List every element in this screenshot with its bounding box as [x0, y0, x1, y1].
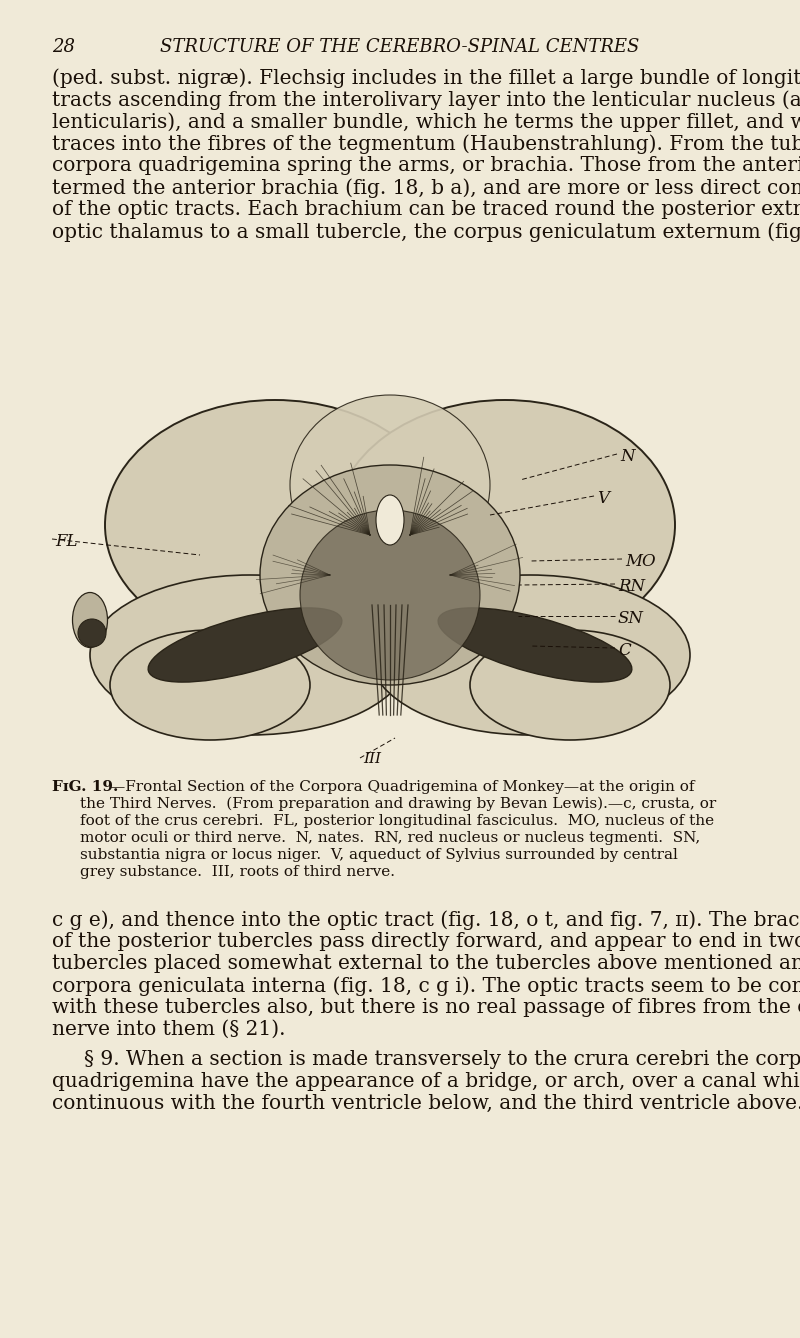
Text: nerve into them (§ 21).: nerve into them (§ 21). [52, 1020, 286, 1040]
Text: grey substance.  III, roots of third nerve.: grey substance. III, roots of third nerv… [80, 864, 395, 879]
Text: quadrigemina have the appearance of a bridge, or arch, over a canal which is: quadrigemina have the appearance of a br… [52, 1072, 800, 1090]
Ellipse shape [73, 593, 107, 648]
Text: FɪG. 19.: FɪG. 19. [52, 780, 118, 793]
Ellipse shape [105, 400, 445, 650]
Text: V: V [597, 490, 609, 507]
Ellipse shape [370, 575, 690, 735]
Text: N: N [620, 448, 634, 466]
Text: III: III [363, 752, 381, 765]
Ellipse shape [300, 510, 480, 680]
Text: continuous with the fourth ventricle below, and the third ventricle above. This: continuous with the fourth ventricle bel… [52, 1094, 800, 1113]
Text: substantia nigra or locus niger.  V, aqueduct of Sylvius surrounded by central: substantia nigra or locus niger. V, aque… [80, 848, 678, 862]
Text: FL: FL [55, 533, 78, 550]
Text: SN: SN [618, 610, 644, 628]
Ellipse shape [148, 607, 342, 682]
Text: RN: RN [618, 578, 645, 595]
Text: corpora geniculata interna (fig. 18, c g i). The optic tracts seem to be connect: corpora geniculata interna (fig. 18, c g… [52, 975, 800, 995]
Text: optic thalamus to a small tubercle, the corpus geniculatum externum (fig. 18,: optic thalamus to a small tubercle, the … [52, 222, 800, 242]
Text: the Third Nerves.  (From preparation and drawing by Bevan Lewis).—c, crusta, or: the Third Nerves. (From preparation and … [80, 797, 716, 811]
Ellipse shape [90, 575, 410, 735]
Text: motor oculi or third nerve.  N, nates.  RN, red nucleus or nucleus tegmenti.  SN: motor oculi or third nerve. N, nates. RN… [80, 831, 700, 846]
Text: traces into the fibres of the tegmentum (Haubenstrahlung). From the tubercles of: traces into the fibres of the tegmentum … [52, 134, 800, 154]
Text: tubercles placed somewhat external to the tubercles above mentioned and termed t: tubercles placed somewhat external to th… [52, 954, 800, 973]
Text: foot of the crus cerebri.  FL, posterior longitudinal fasciculus.  MO, nucleus o: foot of the crus cerebri. FL, posterior … [80, 814, 714, 828]
Text: C: C [618, 642, 630, 660]
Ellipse shape [376, 495, 404, 545]
Text: of the optic tracts. Each brachium can be traced round the posterior extremity o: of the optic tracts. Each brachium can b… [52, 199, 800, 219]
Ellipse shape [110, 630, 310, 740]
Ellipse shape [335, 400, 675, 650]
Ellipse shape [438, 607, 632, 682]
Text: termed the anterior brachia (fig. 18, b a), and are more or less direct continua: termed the anterior brachia (fig. 18, b … [52, 178, 800, 198]
Ellipse shape [290, 395, 490, 575]
Text: with these tubercles also, but there is no real passage of fibres from the optic: with these tubercles also, but there is … [52, 998, 800, 1017]
Text: corpora quadrigemina spring the arms, or brachia. Those from the anterior pair a: corpora quadrigemina spring the arms, or… [52, 157, 800, 175]
Ellipse shape [470, 630, 670, 740]
Text: tracts ascending from the interolivary layer into the lenticular nucleus (ansa: tracts ascending from the interolivary l… [52, 90, 800, 110]
Text: 28: 28 [52, 37, 75, 56]
Text: STRUCTURE OF THE CEREBRO-SPINAL CENTRES: STRUCTURE OF THE CEREBRO-SPINAL CENTRES [160, 37, 640, 56]
Text: § 9. When a section is made transversely to the crura cerebri the corpora: § 9. When a section is made transversely… [84, 1050, 800, 1069]
Text: lenticularis), and a smaller bundle, which he terms the upper fillet, and which : lenticularis), and a smaller bundle, whi… [52, 112, 800, 131]
Text: of the posterior tubercles pass directly forward, and appear to end in two small: of the posterior tubercles pass directly… [52, 933, 800, 951]
Ellipse shape [260, 466, 520, 685]
Text: —Frontal Section of the Corpora Quadrigemina of Monkey—at the origin of: —Frontal Section of the Corpora Quadrige… [110, 780, 694, 793]
Text: c g e), and thence into the optic tract (fig. 18, o t, and fig. 7, ɪɪ). The brac: c g e), and thence into the optic tract … [52, 910, 800, 930]
Ellipse shape [78, 619, 106, 648]
Text: MO: MO [625, 553, 656, 570]
Text: (ped. subst. nigræ). Flechsig includes in the fillet a large bundle of longitudi: (ped. subst. nigræ). Flechsig includes i… [52, 68, 800, 88]
